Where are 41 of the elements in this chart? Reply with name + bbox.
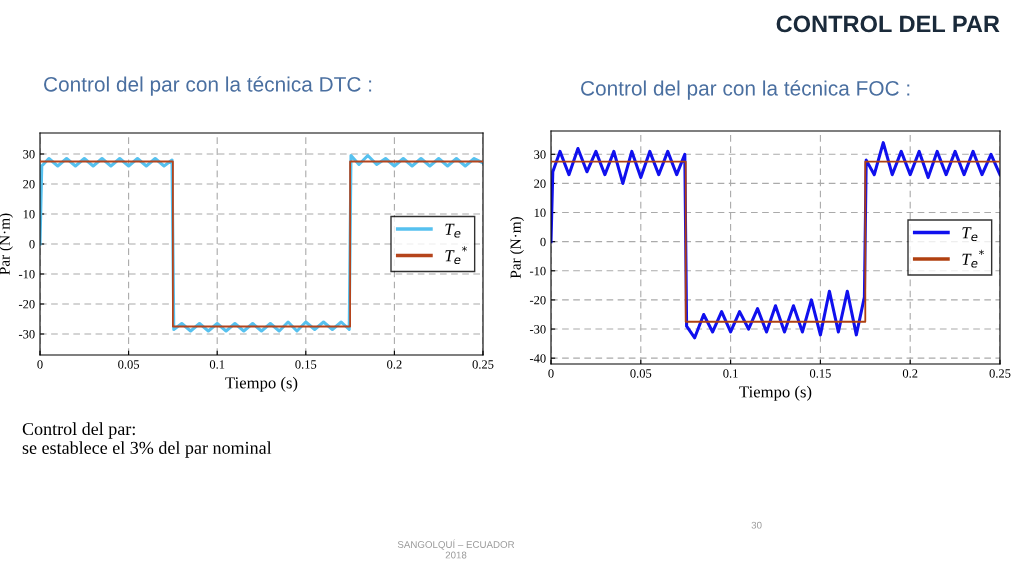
y-tick-label: -10 xyxy=(529,266,546,276)
y-tick-label: 30 xyxy=(23,150,35,159)
x-tick-label: 0.2 xyxy=(902,369,918,378)
x-tick-label: 0.25 xyxy=(989,369,1011,378)
chart-title: Control del par con la técnica FOC : xyxy=(581,80,910,100)
x-tick-label: 0.25 xyxy=(472,360,494,369)
text: SANGOLQUÍ – ECUADOR 2018 xyxy=(397,539,515,559)
x-tick-label: 0 xyxy=(37,360,43,369)
text: 30 xyxy=(751,521,762,529)
y-tick-label: -30 xyxy=(529,325,546,334)
y-tick-label: 20 xyxy=(23,180,35,189)
y-tick-label: 20 xyxy=(534,179,546,188)
y-tick-label: 0 xyxy=(29,240,35,249)
y-tick-label: -40 xyxy=(529,354,546,363)
x-tick-label: 0.1 xyxy=(723,369,738,378)
text: Control del par: se establece el 3% del par nominal xyxy=(22,422,272,458)
legend-label: T$_{e}$$^{*}$ xyxy=(962,249,985,268)
x-tick-label: 0.15 xyxy=(295,360,317,369)
x-tick-label: 0.15 xyxy=(809,369,831,378)
y-tick-label: -10 xyxy=(18,270,35,279)
x-tick-label: 0.2 xyxy=(387,360,402,369)
y-tick-label: -20 xyxy=(529,295,546,305)
x-tick-label: 0.1 xyxy=(209,360,225,369)
chart-title: Control del par con la técnica DTC : xyxy=(44,76,372,96)
y-tick-label: 30 xyxy=(534,150,546,159)
y-axis-title: Par (N·m) xyxy=(0,213,13,275)
x-axis-title: Tiempo (s) xyxy=(225,376,298,392)
y-tick-label: -20 xyxy=(18,300,35,309)
x-tick-label: 0.05 xyxy=(630,369,652,378)
y-axis-title: Par (N·m) xyxy=(510,216,524,279)
text: CONTROL DEL PAR xyxy=(776,15,1000,33)
legend-label: T$_{e}$$^{*}$ xyxy=(445,246,468,265)
y-tick-label: -30 xyxy=(18,330,35,339)
x-axis-title: Tiempo (s) xyxy=(739,385,812,401)
y-tick-label: 10 xyxy=(534,208,546,218)
y-tick-label: 10 xyxy=(23,210,35,219)
y-tick-label: 0 xyxy=(540,237,546,247)
legend-label: T$_{e}$ xyxy=(445,223,461,238)
x-tick-label: 0 xyxy=(548,369,554,378)
legend-label: T$_{e}$ xyxy=(962,227,978,242)
x-tick-label: 0.05 xyxy=(118,360,140,369)
